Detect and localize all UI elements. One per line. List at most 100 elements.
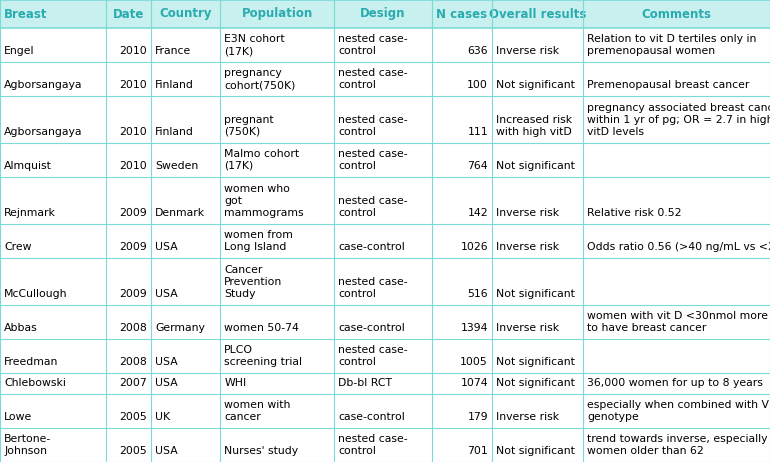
Text: 2010: 2010	[119, 127, 147, 137]
Text: nested case-
control: nested case- control	[338, 434, 408, 456]
Text: Design: Design	[360, 7, 406, 20]
Text: Abbas: Abbas	[4, 323, 38, 333]
Text: Not significant: Not significant	[496, 80, 575, 90]
Text: Finland: Finland	[155, 80, 194, 90]
Text: Freedman: Freedman	[4, 357, 59, 367]
Text: 2007: 2007	[119, 378, 147, 388]
Text: Not significant: Not significant	[496, 289, 575, 299]
Text: Not significant: Not significant	[496, 357, 575, 367]
Bar	[0, 373, 770, 394]
Bar	[0, 224, 770, 258]
Bar	[0, 177, 770, 224]
Text: 142: 142	[467, 208, 488, 218]
Text: nested case-
control: nested case- control	[338, 149, 408, 171]
Text: Cancer
Prevention
Study: Cancer Prevention Study	[224, 265, 283, 299]
Text: Bertone-
Johnson: Bertone- Johnson	[4, 434, 52, 456]
Text: Denmark: Denmark	[155, 208, 205, 218]
Text: case-control: case-control	[338, 242, 405, 252]
Text: Engel: Engel	[4, 46, 35, 56]
Bar	[0, 0, 770, 28]
Bar	[0, 96, 770, 143]
Text: Population: Population	[242, 7, 313, 20]
Text: Rejnmark: Rejnmark	[4, 208, 56, 218]
Text: Inverse risk: Inverse risk	[496, 412, 559, 422]
Text: 2009: 2009	[119, 208, 147, 218]
Text: 764: 764	[467, 161, 488, 171]
Bar	[0, 28, 770, 62]
Text: Relative risk 0.52: Relative risk 0.52	[587, 208, 681, 218]
Text: Almquist: Almquist	[4, 161, 52, 171]
Text: WHI: WHI	[224, 378, 246, 388]
Text: 636: 636	[467, 46, 488, 56]
Text: nested case-
control: nested case- control	[338, 345, 408, 367]
Text: case-control: case-control	[338, 412, 405, 422]
Text: 179: 179	[467, 412, 488, 422]
Text: Inverse risk: Inverse risk	[496, 208, 559, 218]
Text: 2010: 2010	[119, 46, 147, 56]
Text: 2010: 2010	[119, 80, 147, 90]
Text: Agborsangaya: Agborsangaya	[4, 80, 82, 90]
Text: UK: UK	[155, 412, 170, 422]
Text: nested case-
control: nested case- control	[338, 34, 408, 56]
Text: Germany: Germany	[155, 323, 205, 333]
Text: Not significant: Not significant	[496, 378, 575, 388]
Text: USA: USA	[155, 357, 178, 367]
Text: USA: USA	[155, 289, 178, 299]
Text: women with
cancer: women with cancer	[224, 400, 290, 422]
Text: 2009: 2009	[119, 242, 147, 252]
Text: 2010: 2010	[119, 161, 147, 171]
Bar	[0, 305, 770, 339]
Text: 2008: 2008	[119, 357, 147, 367]
Text: nested case-
control: nested case- control	[338, 196, 408, 218]
Text: Breast: Breast	[4, 7, 48, 20]
Text: 2005: 2005	[119, 446, 147, 456]
Text: 2008: 2008	[119, 323, 147, 333]
Text: Country: Country	[159, 7, 212, 20]
Text: women from
Long Island: women from Long Island	[224, 230, 293, 252]
Text: 1394: 1394	[460, 323, 488, 333]
Text: pregnancy associated breast cancer is
within 1 yr of pg; OR = 2.7 in highest
vit: pregnancy associated breast cancer is wi…	[587, 103, 770, 137]
Text: Inverse risk: Inverse risk	[496, 46, 559, 56]
Text: case-control: case-control	[338, 323, 405, 333]
Text: Relation to vit D tertiles only in
premenopausal women: Relation to vit D tertiles only in preme…	[587, 34, 756, 56]
Text: USA: USA	[155, 378, 178, 388]
Text: Malmo cohort
(17K): Malmo cohort (17K)	[224, 149, 300, 171]
Text: N cases: N cases	[437, 7, 487, 20]
Text: Db-bl RCT: Db-bl RCT	[338, 378, 392, 388]
Text: USA: USA	[155, 242, 178, 252]
Text: pregnant
(750K): pregnant (750K)	[224, 115, 274, 137]
Text: Odds ratio 0.56 (>40 ng/mL vs <20): Odds ratio 0.56 (>40 ng/mL vs <20)	[587, 242, 770, 252]
Bar	[0, 258, 770, 305]
Text: 36,000 women for up to 8 years: 36,000 women for up to 8 years	[587, 378, 763, 388]
Text: 1026: 1026	[460, 242, 488, 252]
Text: 1005: 1005	[460, 357, 488, 367]
Text: nested case-
control: nested case- control	[338, 68, 408, 90]
Bar	[0, 339, 770, 373]
Text: Increased risk
with high vitD: Increased risk with high vitD	[496, 115, 572, 137]
Text: 100: 100	[467, 80, 488, 90]
Text: 2009: 2009	[119, 289, 147, 299]
Bar	[0, 394, 770, 428]
Text: 516: 516	[467, 289, 488, 299]
Text: pregnancy
cohort(750K): pregnancy cohort(750K)	[224, 68, 296, 90]
Bar	[0, 428, 770, 462]
Text: 2005: 2005	[119, 412, 147, 422]
Text: 1074: 1074	[460, 378, 488, 388]
Text: 111: 111	[467, 127, 488, 137]
Text: Nurses' study: Nurses' study	[224, 446, 298, 456]
Text: especially when combined with VDR
genotype: especially when combined with VDR genoty…	[587, 400, 770, 422]
Text: Lowe: Lowe	[4, 412, 32, 422]
Text: nested case-
control: nested case- control	[338, 277, 408, 299]
Text: Inverse risk: Inverse risk	[496, 323, 559, 333]
Text: Finland: Finland	[155, 127, 194, 137]
Text: nested case-
control: nested case- control	[338, 115, 408, 137]
Text: USA: USA	[155, 446, 178, 456]
Text: Overall results: Overall results	[489, 7, 586, 20]
Text: McCullough: McCullough	[4, 289, 68, 299]
Text: women with vit D <30nmol more likely
to have breast cancer: women with vit D <30nmol more likely to …	[587, 311, 770, 333]
Bar	[0, 62, 770, 96]
Text: Agborsangaya: Agborsangaya	[4, 127, 82, 137]
Text: France: France	[155, 46, 191, 56]
Text: Not significant: Not significant	[496, 446, 575, 456]
Text: Not significant: Not significant	[496, 161, 575, 171]
